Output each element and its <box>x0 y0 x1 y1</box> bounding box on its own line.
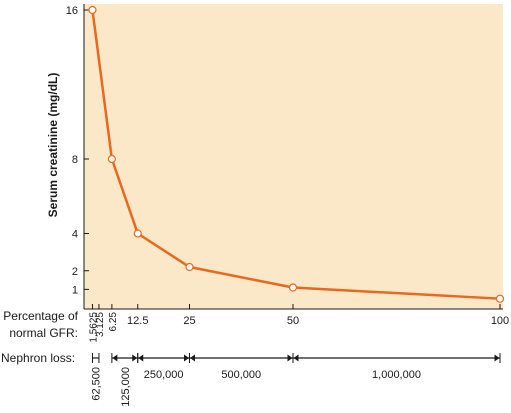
data-point <box>133 229 142 238</box>
nephron-arrowhead <box>112 354 118 362</box>
x-tick-label: 100 <box>491 315 509 327</box>
data-point <box>288 283 298 292</box>
y-tick-label: 2 <box>72 266 78 278</box>
nephron-segment-label: 1,000,000 <box>372 369 421 381</box>
nephron-arrowhead <box>287 354 293 362</box>
nephron-arrowhead <box>184 354 189 362</box>
plot-background <box>84 4 503 309</box>
nephron-arrowhead <box>132 354 138 362</box>
nephron-loss-label: Nephron loss: <box>1 351 75 365</box>
data-point <box>185 262 194 272</box>
data-point <box>88 5 97 15</box>
x-axis-label-line-1: Percentage of <box>3 309 78 323</box>
x-tick-label: 12.5 <box>127 315 148 327</box>
y-tick-label: 4 <box>72 229 78 241</box>
y-tick-label: 8 <box>72 154 78 166</box>
nephron-arrowhead <box>494 354 500 362</box>
x-tick-label: 3.125 <box>95 312 106 337</box>
nephron-arrowhead <box>138 354 144 362</box>
y-tick-label: 1 <box>72 284 78 296</box>
y-axis-label: Serum creatinine (mg/dL) <box>46 73 60 218</box>
x-tick-label: 25 <box>183 315 195 327</box>
series-line <box>91 9 501 300</box>
nephron-loss-scale: 62,500 125,000 250,000 500,000 1,000,000 <box>91 353 501 407</box>
x-tick-label: 6.25 <box>108 312 119 332</box>
x-tick-label: 1.5625 <box>88 312 99 343</box>
nephron-segment-label: 250,000 <box>144 369 184 381</box>
series-markers <box>88 5 505 303</box>
data-point <box>495 294 505 303</box>
data-point <box>107 154 116 164</box>
y-axis: 1 2 4 8 16 <box>66 4 89 309</box>
nephron-segment-label: 125,000 <box>120 367 132 407</box>
x-tick-label: 50 <box>287 315 299 327</box>
nephron-segment-label: 62,500 <box>91 367 103 401</box>
x-axis-label-line-2: normal GFR: <box>9 326 78 340</box>
y-tick-label: 16 <box>66 5 78 17</box>
nephron-arrowhead <box>293 354 299 362</box>
nephron-arrowhead <box>190 354 195 362</box>
nephron-segment-label: 500,000 <box>221 369 261 381</box>
